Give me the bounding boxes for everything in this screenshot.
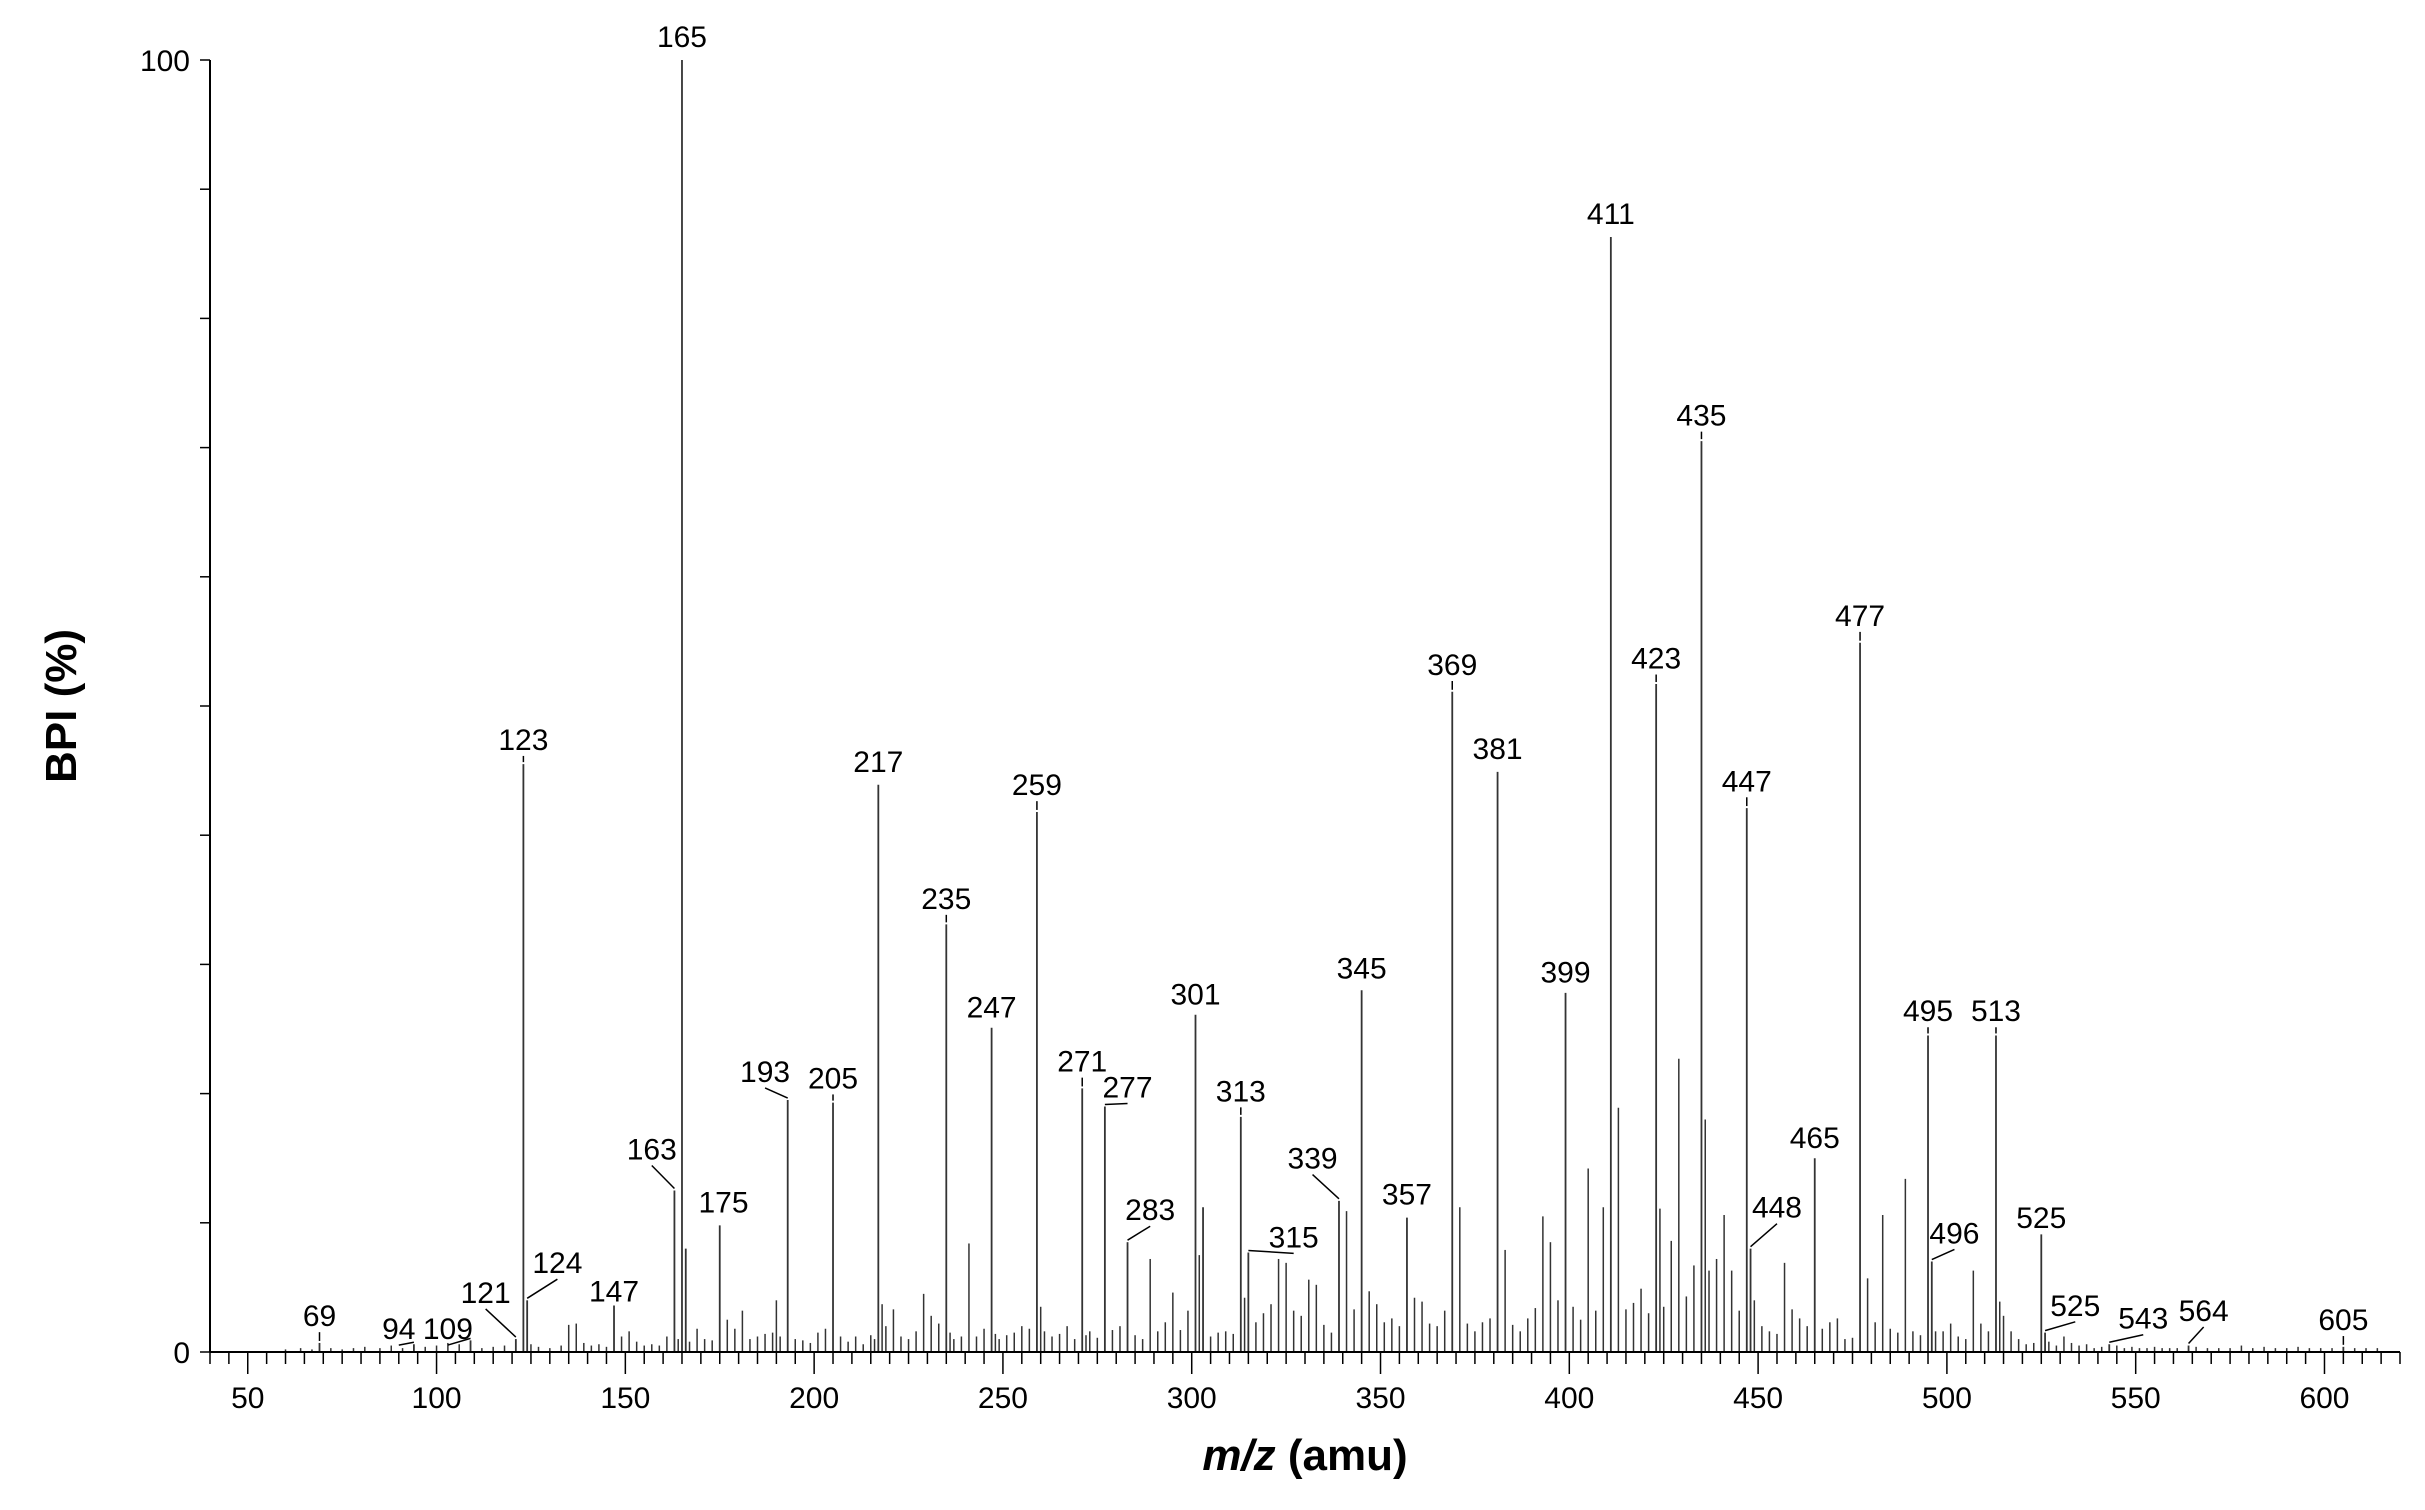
x-tick-label-550: 550 bbox=[2111, 1382, 2161, 1415]
x-tick-label-250: 250 bbox=[978, 1382, 1028, 1415]
peak-leader-124 bbox=[526, 1278, 558, 1299]
x-tick-label-300: 300 bbox=[1167, 1382, 1217, 1415]
x-tick-label-200: 200 bbox=[789, 1382, 839, 1415]
peak-label-16: 259 bbox=[1012, 769, 1062, 802]
peak-leader-448 bbox=[1750, 1223, 1778, 1248]
peak-label-14: 235 bbox=[921, 883, 971, 916]
peak-label-18: 277 bbox=[1103, 1071, 1153, 1104]
y-tick-label-0: 0 bbox=[173, 1337, 190, 1370]
x-tick-label-50: 50 bbox=[231, 1382, 264, 1415]
peak-label-25: 345 bbox=[1337, 953, 1387, 986]
peak-leader-94 bbox=[398, 1341, 415, 1346]
x-tick-label-350: 350 bbox=[1355, 1382, 1405, 1415]
x-tick-label-150: 150 bbox=[600, 1382, 650, 1415]
peak-label-36: 477 bbox=[1835, 600, 1885, 633]
peak-label-15: 247 bbox=[967, 991, 1017, 1024]
labeled-peaks bbox=[318, 60, 2345, 1352]
peak-label-0: 69 bbox=[303, 1300, 336, 1333]
x-tick-label-450: 450 bbox=[1733, 1382, 1783, 1415]
peak-label-2: 109 bbox=[423, 1313, 473, 1346]
peak-leader-315 bbox=[1248, 1249, 1294, 1255]
peak-label-13: 217 bbox=[853, 746, 903, 779]
peak-label-1: 94 bbox=[382, 1313, 415, 1346]
y-axis-ticks: 0 100 bbox=[140, 45, 210, 1370]
peak-leader-543 bbox=[2109, 1334, 2144, 1343]
peak-label-31: 423 bbox=[1631, 643, 1681, 676]
peak-label-33: 447 bbox=[1722, 765, 1772, 798]
peak-label-22: 313 bbox=[1216, 1075, 1266, 1108]
peak-label-37: 495 bbox=[1903, 995, 1953, 1028]
peak-leader-496 bbox=[1931, 1248, 1955, 1261]
peak-label-4: 123 bbox=[498, 724, 548, 757]
peak-label-24: 339 bbox=[1288, 1143, 1338, 1176]
peak-leader-121 bbox=[485, 1308, 517, 1338]
peak-leader-526 bbox=[2044, 1321, 2076, 1332]
peak-label-20: 301 bbox=[1170, 978, 1220, 1011]
peak-label-44: 605 bbox=[2318, 1304, 2368, 1337]
peak-label-19: 283 bbox=[1125, 1194, 1175, 1227]
peak-label-3: 121 bbox=[461, 1277, 511, 1310]
y-tick-label-100: 100 bbox=[140, 45, 190, 78]
peak-label-30: 411 bbox=[1587, 198, 1635, 231]
peak-leader-564 bbox=[2187, 1326, 2205, 1345]
peak-label-17: 271 bbox=[1057, 1046, 1107, 1079]
peak-label-11: 193 bbox=[740, 1056, 790, 1089]
x-tick-label-500: 500 bbox=[1922, 1382, 1972, 1415]
peak-label-39: 513 bbox=[1971, 995, 2021, 1028]
peak-leader-109 bbox=[447, 1337, 471, 1346]
peak-label-35: 465 bbox=[1790, 1122, 1840, 1155]
peak-label-29: 399 bbox=[1541, 956, 1591, 989]
peak-label-27: 369 bbox=[1427, 649, 1477, 682]
peak-label-26: 357 bbox=[1382, 1179, 1432, 1212]
y-axis-title: BPI (%) bbox=[37, 629, 86, 783]
peak-leader-283 bbox=[1127, 1225, 1151, 1241]
peak-label-12: 205 bbox=[808, 1062, 858, 1095]
x-axis-ticks: 50 100 150 200 250 300 350 400 450 500 550 600 bbox=[209, 1352, 2401, 1415]
x-tick-label-100: 100 bbox=[412, 1382, 462, 1415]
x-tick-label-400: 400 bbox=[1544, 1382, 1594, 1415]
peak-label-8: 165 bbox=[657, 21, 707, 54]
peak-leader-339 bbox=[1312, 1173, 1340, 1200]
peak-label-10: 175 bbox=[698, 1186, 748, 1219]
peak-label-leaders bbox=[318, 431, 2345, 1346]
peak-label-40: 525 bbox=[2016, 1202, 2066, 1235]
x-axis-title-italic: m/z bbox=[1202, 1431, 1275, 1480]
peak-leader-277 bbox=[1104, 1102, 1128, 1106]
peak-label-23: 315 bbox=[1269, 1221, 1319, 1254]
peak-label-38: 496 bbox=[1929, 1217, 1979, 1250]
peak-label-41: 525 bbox=[2050, 1290, 2100, 1323]
axes: 50 100 150 200 250 300 350 400 450 500 550 600 0 100 bbox=[140, 45, 2401, 1415]
peak-leader-193 bbox=[764, 1087, 789, 1099]
peak-label-34: 448 bbox=[1752, 1192, 1802, 1225]
peak-label-5: 124 bbox=[532, 1247, 582, 1280]
peak-label-42: 543 bbox=[2118, 1303, 2168, 1336]
peak-label-43: 564 bbox=[2179, 1295, 2229, 1328]
peak-label-28: 381 bbox=[1473, 733, 1523, 766]
peak-label-7: 163 bbox=[627, 1133, 677, 1166]
peak-leader-163 bbox=[651, 1164, 675, 1190]
x-tick-label-600: 600 bbox=[2299, 1382, 2349, 1415]
minor-peaks bbox=[284, 1058, 2379, 1352]
x-axis-title-unit: (amu) bbox=[1276, 1431, 1408, 1480]
peak-label-32: 435 bbox=[1676, 400, 1726, 433]
peak-label-6: 147 bbox=[589, 1276, 639, 1309]
x-axis-title: m/z (amu) bbox=[1202, 1431, 1407, 1480]
